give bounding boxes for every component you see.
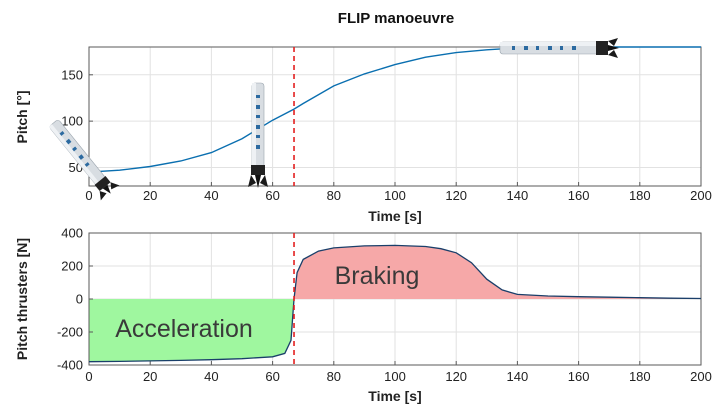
pitch-x-tick-label: 180 (629, 188, 651, 203)
braking-region (294, 245, 701, 299)
thrusters-x-tick-label: 60 (265, 369, 279, 384)
thrusters-x-tick-label: 80 (327, 369, 341, 384)
pitch-x-tick-label: 200 (690, 188, 712, 203)
pitch-x-tick-label: 60 (265, 188, 279, 203)
rocket-tilted-icon (48, 120, 120, 201)
pitch-y-tick-label: 100 (61, 114, 83, 129)
thrusters-x-tick-label: 200 (690, 369, 712, 384)
pitch-x-tick-label: 80 (327, 188, 341, 203)
pitch-y-axis-label: Pitch [°] (14, 90, 30, 143)
pitch-y-tick-label: 150 (61, 67, 83, 82)
pitch-x-tick-label: 0 (85, 188, 92, 203)
thrusters-y-axis-label: Pitch thrusters [N] (14, 238, 30, 360)
thrusters-x-tick-label: 100 (384, 369, 406, 384)
thrusters-y-tick-label: -200 (57, 325, 83, 340)
thrusters-x-tick-label: 40 (204, 369, 218, 384)
rocket-horizontal-icon (499, 38, 619, 58)
pitch-x-tick-label: 160 (568, 188, 590, 203)
thrusters-y-tick-label: 0 (76, 292, 83, 307)
thrusters-series-line (88, 244, 702, 363)
thrusters-x-tick-label: 180 (629, 369, 651, 384)
pitch-x-tick-label: 40 (204, 188, 218, 203)
acceleration-label: Acceleration (115, 315, 253, 343)
pitch-x-axis-label: Time [s] (368, 208, 421, 224)
rocket-vertical-icon (248, 82, 268, 188)
pitch-x-tick-label: 20 (143, 188, 157, 203)
pitch-x-tick-label: 100 (384, 188, 406, 203)
thrusters-x-tick-label: 20 (143, 369, 157, 384)
thrusters-y-tick-label: 200 (61, 259, 83, 274)
thrusters-x-tick-label: 160 (568, 369, 590, 384)
thrusters-y-tick-label: -400 (57, 358, 83, 373)
chart-title: FLIP manoeuvre (338, 10, 454, 27)
thrusters-x-axis-label: Time [s] (368, 388, 421, 404)
thrusters-x-tick-label: 0 (85, 369, 92, 384)
thrusters-x-tick-label: 120 (445, 369, 467, 384)
braking-label: Braking (335, 262, 420, 290)
pitch-x-tick-label: 120 (445, 188, 467, 203)
pitch-x-tick-label: 140 (507, 188, 529, 203)
thrusters-panel: 0 20 40 60 80 100 120 140 160 180 200 -400 -200 0 200 4… (14, 226, 712, 405)
thrusters-y-tick-label: 400 (61, 226, 83, 241)
thrusters-x-tick-label: 140 (507, 369, 529, 384)
acceleration-region (89, 299, 294, 362)
